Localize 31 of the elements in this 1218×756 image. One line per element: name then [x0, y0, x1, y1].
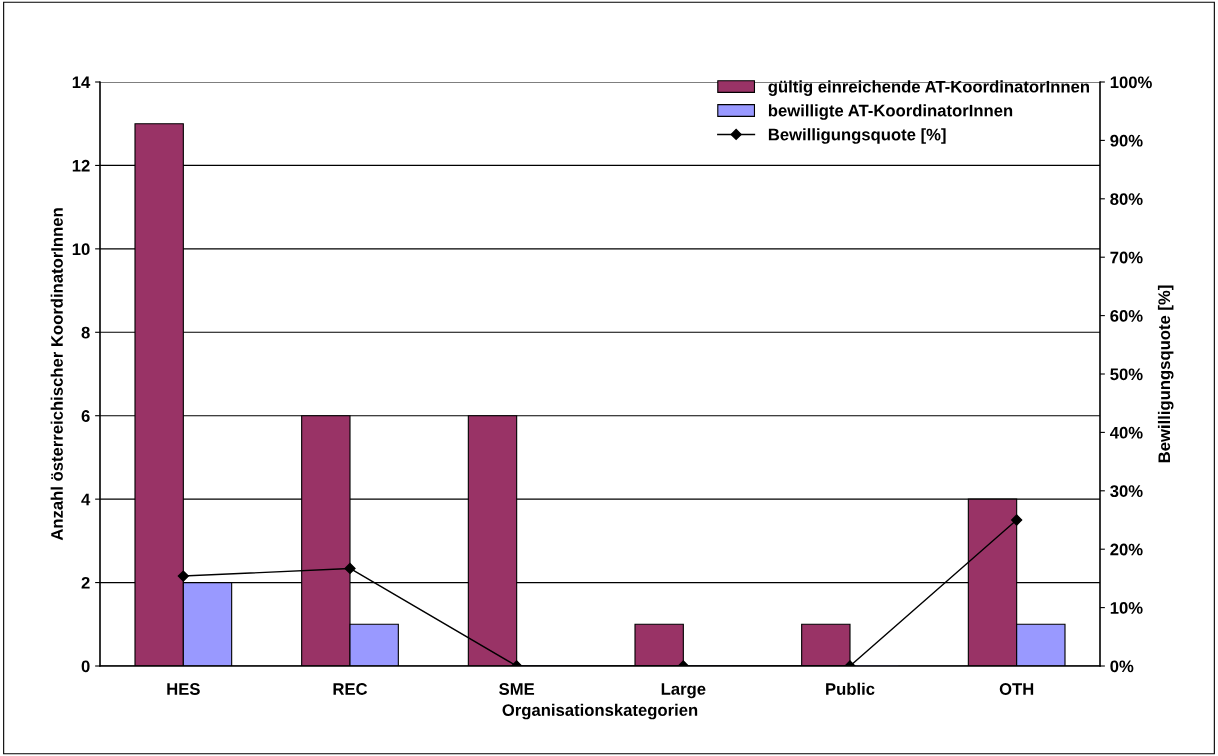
x-tick-label: OTH	[999, 683, 1034, 695]
y2-tick-label: 80%	[1110, 193, 1143, 205]
y2-tick-label: 50%	[1110, 368, 1143, 381]
x-tick-label: Large	[661, 683, 706, 699]
x-tick-label: SME	[499, 683, 535, 695]
y-tick-label: 10	[72, 243, 90, 256]
x-tick-label: Public	[826, 682, 875, 695]
x-tick-label: REC	[333, 683, 368, 695]
y2-tick-label: 20%	[1110, 543, 1143, 556]
y2-tick-label: 40%	[1109, 426, 1143, 439]
y-tick-label: 4	[81, 493, 91, 506]
y-tick-label: 8	[81, 326, 90, 339]
y2-tick-label: 10%	[1110, 602, 1143, 614]
y2-tick-label: 30%	[1110, 485, 1143, 498]
y2-tick-label: 0%	[1110, 660, 1134, 673]
y-tick-label: 0	[81, 660, 90, 673]
y2-axis-title: Bewilligungsquote [%]	[1157, 285, 1174, 463]
y2-tick-label: 60%	[1110, 310, 1143, 322]
y2-tick-label: 100%	[1110, 76, 1152, 89]
legend-label: gültig einreichende AT-KoordinatorInnen	[768, 80, 1089, 96]
y-tick-label: 14	[72, 76, 91, 89]
x-axis-title: Organisationskategorien	[502, 703, 698, 720]
x-tick-label: HES	[167, 683, 200, 695]
y-tick-label: 6	[81, 410, 90, 422]
y-tick-label: 12	[72, 159, 90, 172]
y2-tick-label: 70%	[1110, 251, 1143, 264]
y2-tick-label: 90%	[1110, 134, 1143, 147]
legend-label: Bewilligungsquote [%]	[768, 128, 946, 144]
legend-label: bewilligte AT-KoordinatorInnen	[768, 104, 1013, 120]
y-axis-title: Anzahl österreichischer KoordinatorInnen	[50, 208, 63, 541]
y-tick-label: 2	[81, 576, 90, 589]
